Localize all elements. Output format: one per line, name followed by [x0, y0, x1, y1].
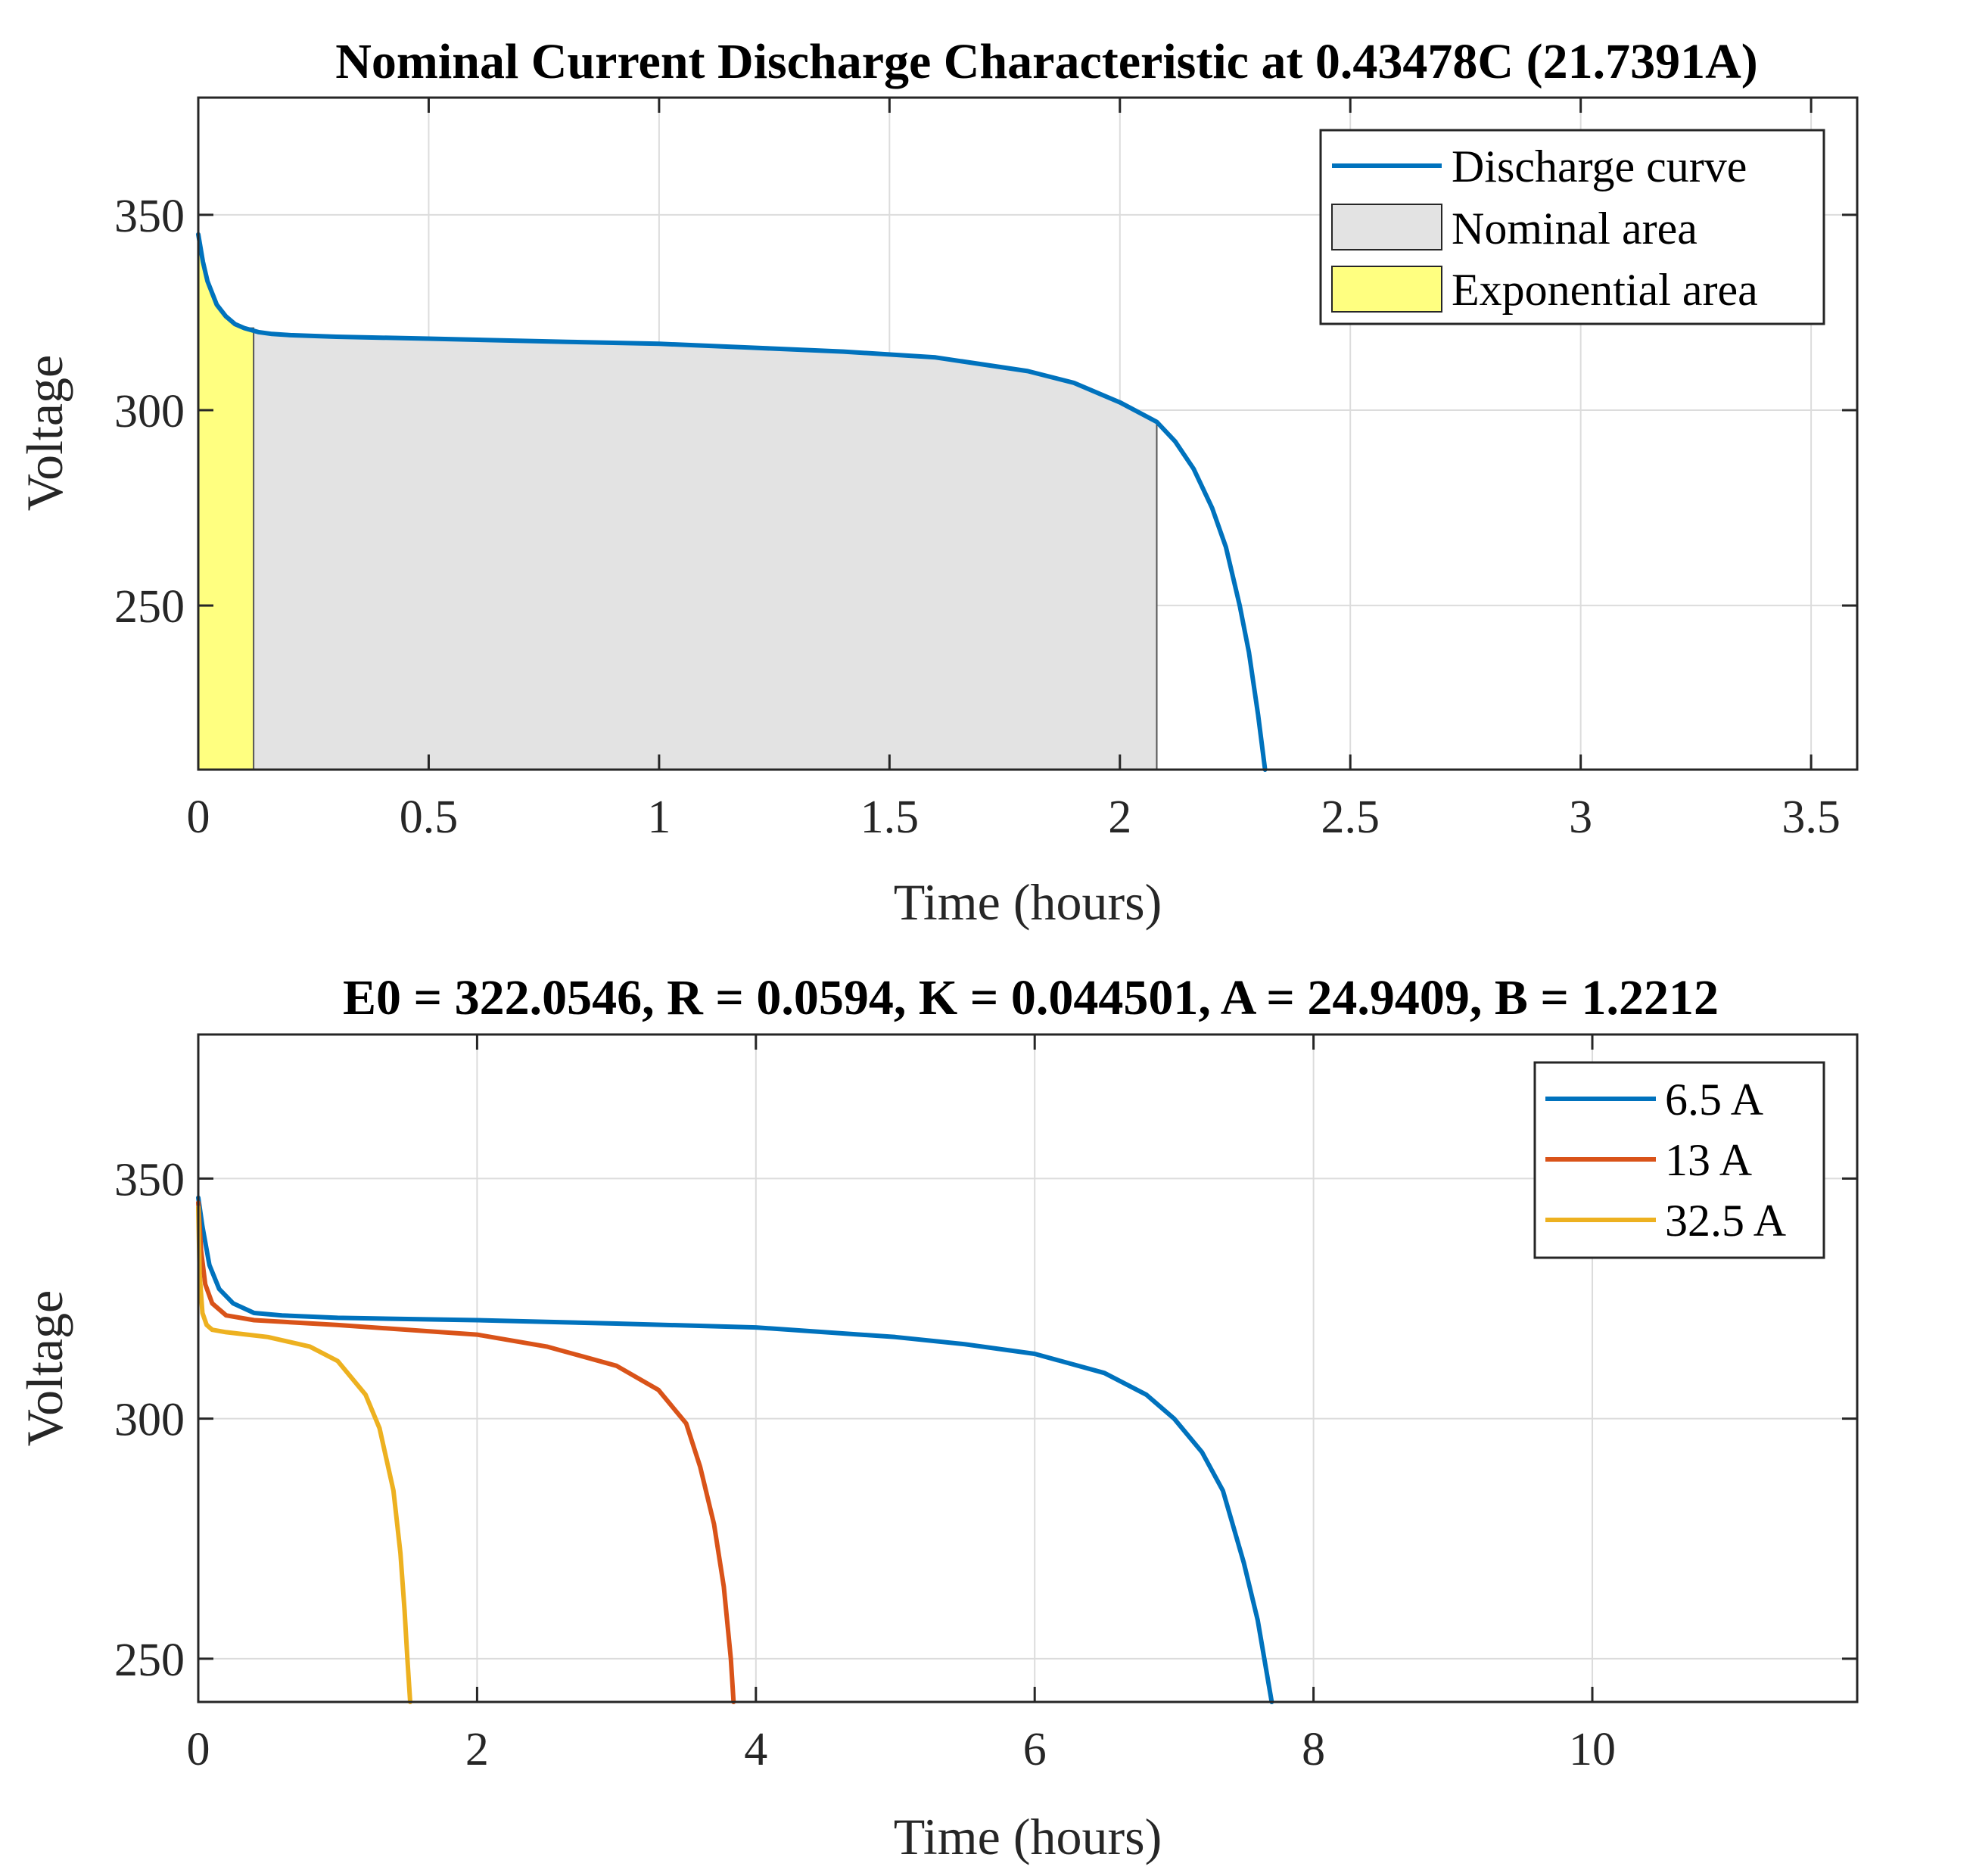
legend-label-discharge-curve: Discharge curve [1452, 142, 1747, 191]
legend: Discharge curve Nominal area Exponential… [1319, 129, 1825, 325]
x-tick-label: 3.5 [1782, 792, 1841, 843]
x-axis-label: Time (hours) [894, 1808, 1162, 1865]
x-tick-label: 0 [187, 792, 210, 843]
x-tick-label: 6 [1023, 1724, 1047, 1775]
x-tick-label: 2 [1108, 792, 1131, 843]
legend-swatch-nominal-area [1331, 204, 1442, 250]
x-tick-label: 8 [1302, 1724, 1325, 1775]
chart-nominal-discharge: Nominal Current Discharge Characteristic… [16, 34, 1859, 931]
plot-frame [197, 1033, 1859, 1703]
y-tick-label: 300 [114, 1395, 185, 1446]
legend-label-13a: 13 A [1665, 1135, 1752, 1185]
x-tick-label: 10 [1569, 1724, 1616, 1775]
chart-multi-current-discharge: E0 = 322.0546, R = 0.0594, K = 0.044501,… [16, 970, 1859, 1865]
plot-frame [197, 96, 1859, 771]
series-line-discharge-curve [196, 232, 1268, 772]
y-tick-label: 350 [114, 191, 185, 242]
legend-swatch-exponential-area [1331, 266, 1442, 313]
y-tick-label: 350 [114, 1154, 185, 1206]
series-line-13-a [196, 1200, 736, 1704]
x-tick-label: 0.5 [400, 792, 459, 843]
series-line-32-5-a [196, 1205, 412, 1704]
x-tick-label: 1 [647, 792, 671, 843]
x-tick-label: 2 [465, 1724, 489, 1775]
series-line-6-5-a [196, 1195, 1274, 1704]
x-tick-label: 3 [1569, 792, 1592, 843]
x-tick-label: 0 [187, 1724, 210, 1775]
x-tick-label: 1.5 [860, 792, 920, 843]
x-axis-label: Time (hours) [894, 873, 1162, 931]
chart-title: E0 = 322.0546, R = 0.0594, K = 0.044501,… [343, 970, 1719, 1025]
legend-label-32-5a: 32.5 A [1665, 1196, 1786, 1246]
legend-label-6-5a: 6.5 A [1665, 1075, 1763, 1125]
x-tick-label: 4 [744, 1724, 767, 1775]
series-nominal-area [198, 327, 1158, 770]
y-tick-label: 250 [114, 1635, 185, 1686]
x-tick-label: 2.5 [1321, 792, 1380, 843]
y-axis-label: Voltage [16, 1290, 73, 1447]
y-tick-label: 300 [114, 386, 185, 437]
chart-title: Nominal Current Discharge Characteristic… [335, 34, 1757, 89]
legend-label-nominal-area: Nominal area [1452, 204, 1697, 254]
legend: 6.5 A 13 A 32.5 A [1533, 1061, 1825, 1259]
y-axis-label: Voltage [16, 355, 73, 512]
y-tick-label: 250 [114, 581, 185, 633]
legend-label-exponential-area: Exponential area [1452, 265, 1758, 315]
